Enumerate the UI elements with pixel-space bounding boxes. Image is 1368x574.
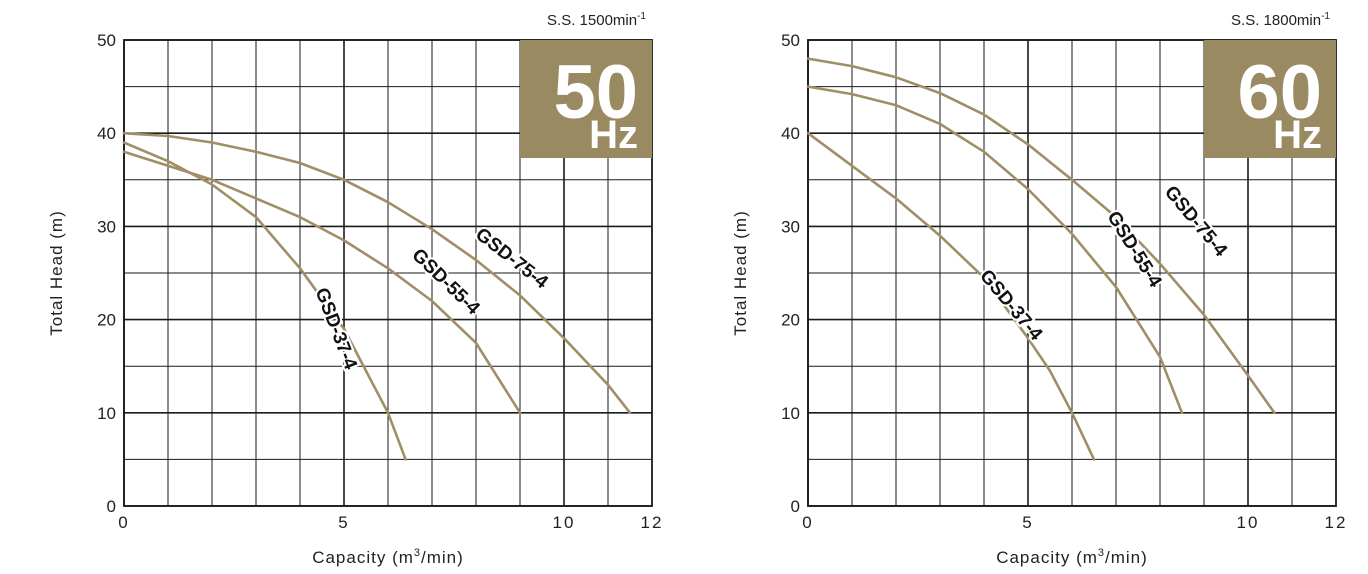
y-tick-label: 40 [781,124,800,143]
y-tick-label: 10 [781,404,800,423]
series-line-gsd-75-4 [122,131,632,415]
x-tick-label: 12 [641,513,664,532]
y-tick-label: 0 [791,497,800,516]
series-line-gsd-55-4 [806,85,1184,415]
x-tick-label: 5 [338,513,349,532]
y-tick-label: 50 [97,31,116,50]
x-tick-label: 10 [1237,513,1260,532]
frequency-badge-number: 60 [1237,50,1322,135]
y-tick-label: 30 [97,217,116,236]
y-tick-label: 0 [107,497,116,516]
y-axis-label: Total Head (m) [47,210,66,335]
x-axis-label: Capacity (m3/min) [996,547,1148,567]
y-tick-label: 50 [781,31,800,50]
x-axis-label: Capacity (m3/min) [312,547,464,567]
frequency-badge [520,40,652,158]
chart-60hz: 60 Hz GSD-37-4 GSD-55-4 GSD-75-4 0 10 20 30 40 50 0… [684,0,1368,574]
chart-50hz: 50 Hz GSD-37-4 GSD-55-4 GSD-75-4 0 10 20 30 40 50 0… [47,11,664,567]
y-tick-label: 20 [97,311,116,330]
plot-frame [123,39,653,507]
x-tick-label: 10 [553,513,576,532]
x-tick-label: 12 [1325,513,1348,532]
speed-label: S.S. 1800min-1 [1231,11,1330,29]
y-tick-label: 10 [97,404,116,423]
series-line-gsd-55-4 [122,150,522,415]
chart-60hz-svg: 60HzGSD-37-4GSD-55-4GSD-75-4010203040500… [731,11,1348,567]
series-line-gsd-75-4 [806,57,1276,415]
x-tick-label: 5 [1022,513,1033,532]
x-tick-label: 0 [802,513,813,532]
x-tick-label: 0 [118,513,129,532]
series-line-gsd-37-4 [122,141,407,461]
y-tick-label: 20 [781,311,800,330]
y-axis-label: Total Head (m) [731,210,750,335]
series-line-gsd-37-4 [806,131,1096,461]
y-tick-label: 30 [781,217,800,236]
frequency-badge-unit: Hz [589,113,638,157]
frequency-badge [1204,40,1336,158]
y-tick-label: 40 [97,124,116,143]
frequency-badge-number: 50 [553,50,638,135]
speed-label: S.S. 1500min-1 [547,11,646,29]
plot-frame [807,39,1337,507]
frequency-badge-unit: Hz [1273,113,1322,157]
chart-50hz-svg: 50HzGSD-37-4GSD-55-4GSD-75-4010203040500… [47,11,664,567]
